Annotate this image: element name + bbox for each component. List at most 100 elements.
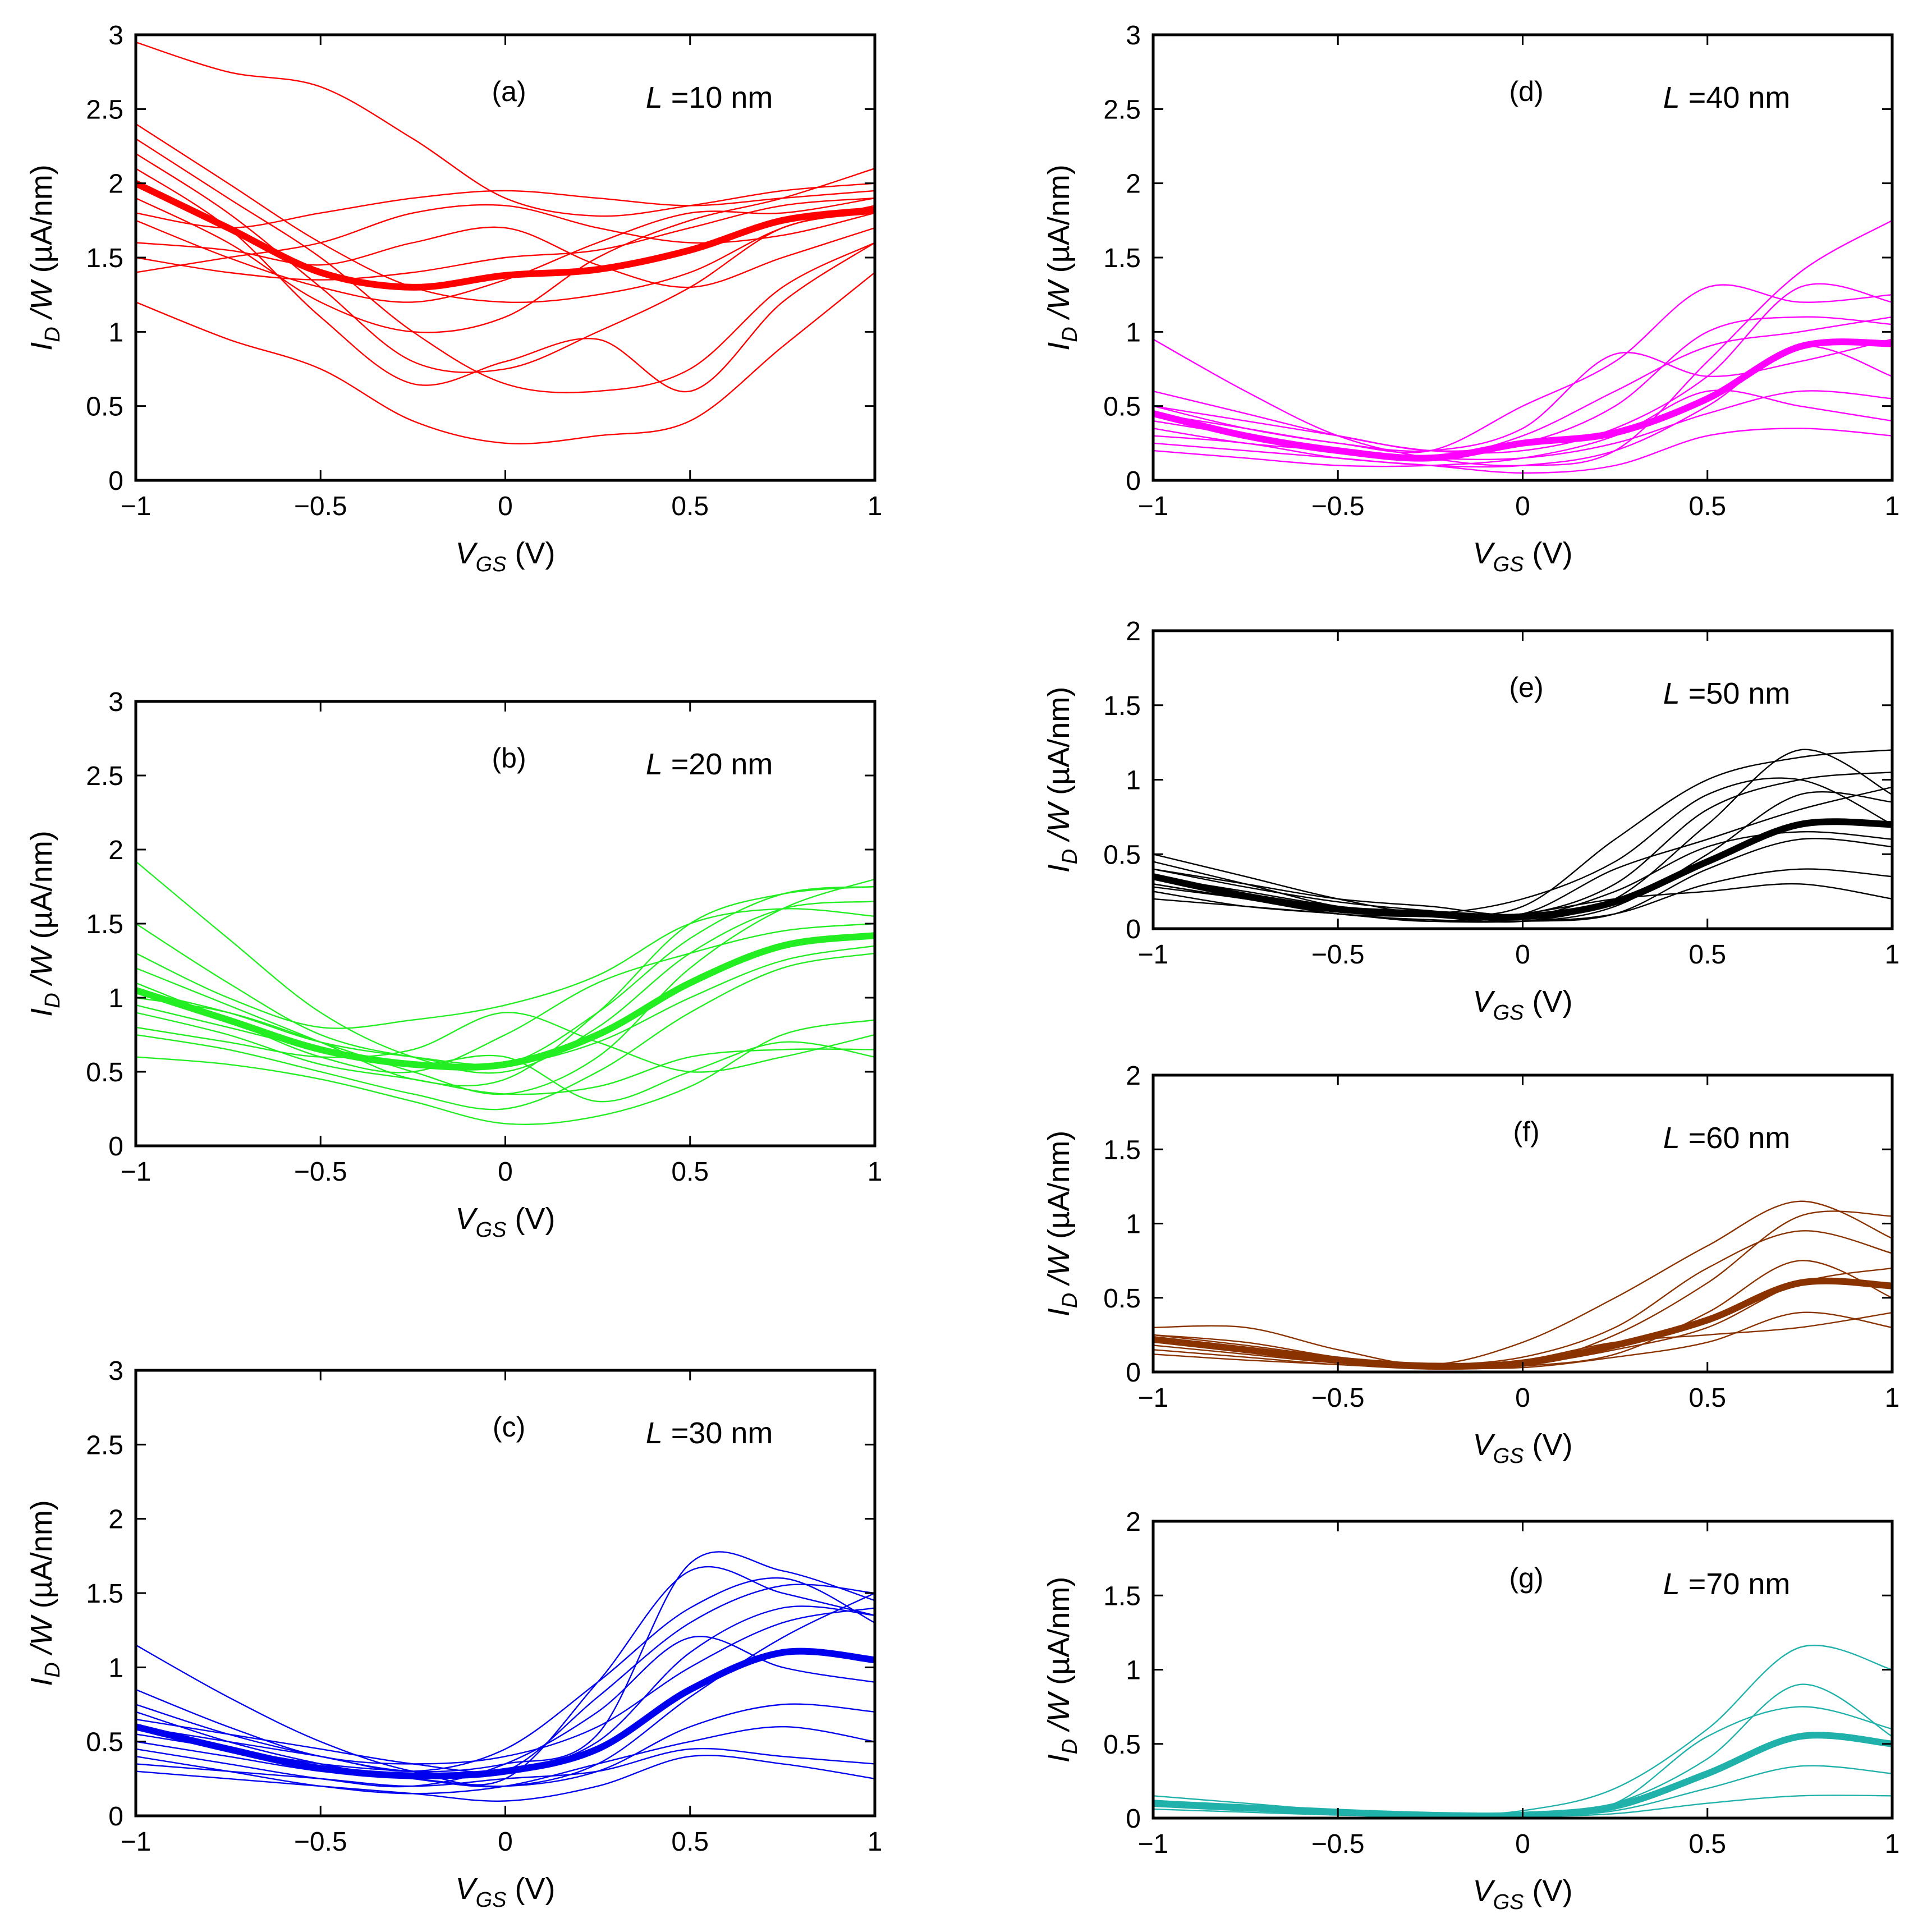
series-group [136, 1551, 875, 1802]
y-tick-label: 3 [1126, 21, 1141, 51]
panel-label: (b) [492, 742, 526, 774]
y-tick-label: 2.5 [1103, 95, 1141, 125]
y-tick-label: 0 [1126, 1804, 1141, 1834]
x-tick-label: 0.5 [1688, 1829, 1726, 1859]
y-tick-label: 3 [108, 1356, 123, 1386]
panel-b: −1 −0.5 0 0.5 1 0 0.5 1 1.5 2 2.5 3 VGS (V) ID /W (µA… [25, 687, 882, 1242]
x-tick-label: 0 [498, 492, 513, 521]
panel-g: −1 −0.5 0 0.5 1 0 0.5 1 1.5 2 VGS (V) ID /W (µA/nm)… [1042, 1507, 1899, 1914]
mean-curve [136, 932, 875, 1071]
x-tick-label: 0.5 [671, 1157, 709, 1187]
mean-curve [1153, 338, 1892, 462]
panel-a: −1 −0.5 0 0.5 1 0 0.5 1 1.5 2 2.5 3 VGS (V) ID /W (µA… [25, 21, 882, 576]
sample-curve-2 [136, 1551, 875, 1773]
panel-d: −1 −0.5 0 0.5 1 0 0.5 1 1.5 2 2.5 3 VGS (V) ID /W (µA… [1042, 21, 1899, 576]
sample-curve-12 [136, 197, 875, 303]
y-axis-label: ID /W (µA/nm) [25, 164, 65, 351]
x-tick-label: 1 [1885, 940, 1900, 970]
sample-curve-2 [136, 272, 875, 445]
length-label: L =10 nm [646, 81, 773, 114]
y-tick-label: 1 [108, 1653, 123, 1683]
x-tick-label: −1 [1138, 1829, 1169, 1859]
x-tick-label: 1 [868, 1157, 883, 1187]
sample-curve-6 [136, 885, 875, 1087]
panel-c: −1 −0.5 0 0.5 1 0 0.5 1 1.5 2 2.5 3 VGS (V) ID /W (µA… [25, 1356, 882, 1912]
x-tick-label: 0.5 [1688, 492, 1726, 521]
sample-curve-5 [136, 1012, 875, 1073]
sample-curve-10 [136, 908, 875, 1029]
sample-curve-11 [136, 1004, 875, 1103]
sample-curve-8 [1153, 338, 1892, 452]
y-axis-label: ID /W (µA/nm) [1042, 687, 1082, 873]
sample-curve-1 [1153, 749, 1892, 916]
y-tick-label: 0.5 [1103, 840, 1141, 870]
x-tick-label: −0.5 [1311, 1829, 1365, 1859]
sample-curve-3 [1153, 772, 1892, 916]
series-group [136, 42, 875, 445]
y-axis-label: ID /W (µA/nm) [1042, 164, 1082, 351]
y-tick-label: 0 [1126, 1358, 1141, 1388]
y-axis-label: ID /W (µA/nm) [1042, 1577, 1082, 1763]
y-tick-label: 2 [108, 836, 123, 865]
series-group [136, 861, 875, 1125]
series-group [1153, 1644, 1892, 1818]
sample-curve-9 [136, 952, 875, 1110]
series-group [1153, 749, 1892, 923]
sample-curve-11 [136, 168, 875, 393]
x-tick-label: 0.5 [671, 1827, 709, 1857]
y-tick-label: 3 [108, 21, 123, 51]
x-tick-label: −0.5 [1311, 492, 1365, 521]
y-tick-label: 2 [1126, 1507, 1141, 1537]
y-tick-label: 1 [108, 318, 123, 347]
sample-curve-1 [136, 861, 875, 1074]
length-label: L =50 nm [1663, 677, 1791, 710]
x-tick-label: −1 [1138, 1383, 1169, 1413]
x-tick-label: −1 [1138, 940, 1169, 970]
sample-curve-4 [136, 190, 875, 229]
x-tick-label: −1 [121, 1827, 152, 1857]
y-tick-label: 1 [1126, 318, 1141, 347]
y-tick-label: 3 [108, 687, 123, 717]
mean-curve [1153, 1732, 1892, 1818]
y-tick-label: 2.5 [86, 95, 123, 125]
mean-curve [1153, 1277, 1892, 1370]
y-tick-label: 2.5 [86, 761, 123, 791]
x-axis-label: VGS (V) [456, 536, 556, 576]
sample-curve-1 [136, 42, 875, 217]
x-tick-label: 0.5 [671, 492, 709, 521]
y-tick-label: 2.5 [86, 1430, 123, 1460]
sample-curve-10 [136, 226, 875, 288]
sample-curve-9 [1153, 389, 1892, 467]
y-tick-label: 0.5 [1103, 1730, 1141, 1760]
y-tick-label: 1.5 [1103, 1581, 1141, 1611]
sample-curve-7 [136, 1012, 875, 1095]
y-tick-label: 0 [108, 1132, 123, 1162]
y-tick-label: 2 [108, 169, 123, 199]
panel-label: (g) [1509, 1562, 1544, 1594]
y-tick-label: 0 [1126, 915, 1141, 944]
sample-curve-11 [136, 1747, 875, 1787]
sample-curve-3 [136, 138, 875, 393]
mean-curve [136, 180, 875, 291]
x-tick-label: 1 [868, 492, 883, 521]
x-tick-label: 1 [1885, 492, 1900, 521]
x-tick-label: −0.5 [1311, 940, 1365, 970]
panel-label: (e) [1509, 672, 1544, 703]
x-tick-label: −1 [1138, 492, 1169, 521]
y-axis-label: ID /W (µA/nm) [1042, 1131, 1082, 1317]
y-tick-label: 1 [1126, 766, 1141, 796]
sample-curve-4 [1153, 1706, 1892, 1817]
y-tick-label: 0.5 [1103, 392, 1141, 422]
x-tick-label: 0.5 [1688, 940, 1726, 970]
y-tick-label: 2 [1126, 169, 1141, 199]
x-tick-label: −0.5 [1311, 1383, 1365, 1413]
sample-curve-9 [136, 1636, 875, 1788]
y-tick-label: 1.5 [86, 1579, 123, 1609]
y-tick-label: 0 [108, 1802, 123, 1832]
mean-curve [136, 1648, 875, 1779]
y-tick-label: 1.5 [86, 244, 123, 273]
x-tick-label: −1 [121, 492, 152, 521]
length-label: L =20 nm [646, 747, 773, 781]
sample-curve-5 [136, 197, 875, 281]
